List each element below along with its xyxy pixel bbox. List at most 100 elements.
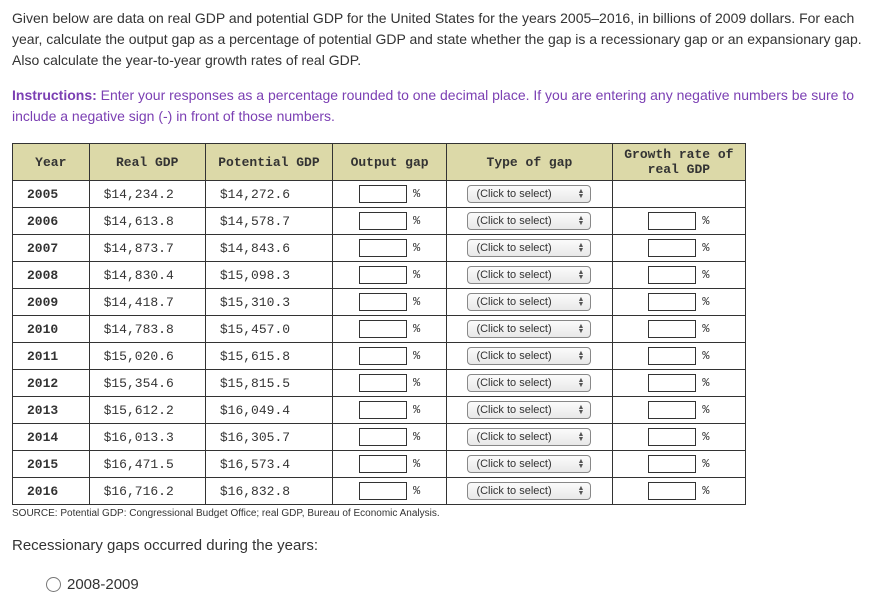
type-of-gap-select[interactable]: (Click to select)▲▼ xyxy=(467,185,591,203)
percent-label: % xyxy=(413,457,420,471)
type-of-gap-select[interactable]: (Click to select)▲▼ xyxy=(467,401,591,419)
cell-growth-rate: % xyxy=(612,424,745,451)
select-arrows-icon: ▲▼ xyxy=(578,324,585,334)
type-of-gap-select[interactable]: (Click to select)▲▼ xyxy=(467,212,591,230)
type-of-gap-select[interactable]: (Click to select) ▲▼ xyxy=(467,239,591,257)
output-gap-input[interactable] xyxy=(359,266,407,284)
cell-real-gdp: $16,471.5 xyxy=(89,451,205,478)
instructions-text: Enter your responses as a percentage rou… xyxy=(12,87,854,124)
table-row: 2014$16,013.3$16,305.7%(Click to select)… xyxy=(13,424,746,451)
cell-year: 2014 xyxy=(13,424,90,451)
select-placeholder: (Click to select) xyxy=(476,404,551,416)
cell-year: 2015 xyxy=(13,451,90,478)
cell-real-gdp: $14,783.8 xyxy=(89,316,205,343)
output-gap-input[interactable] xyxy=(359,239,407,257)
cell-output-gap: % xyxy=(333,316,447,343)
cell-growth-rate: % xyxy=(612,397,745,424)
cell-potential-gdp: $15,310.3 xyxy=(205,289,332,316)
percent-label: % xyxy=(702,268,709,282)
output-gap-input[interactable] xyxy=(359,482,407,500)
type-of-gap-select[interactable]: (Click to select)▲▼ xyxy=(467,266,591,284)
cell-output-gap: % xyxy=(333,289,447,316)
cell-type-of-gap: (Click to select)▲▼ xyxy=(447,343,613,370)
cell-growth-rate xyxy=(612,181,745,208)
growth-rate-input[interactable] xyxy=(648,374,696,392)
select-arrows-icon: ▲▼ xyxy=(578,297,585,307)
cell-real-gdp: $14,613.8 xyxy=(89,208,205,235)
percent-label: % xyxy=(702,376,709,390)
cell-type-of-gap: (Click to select)▲▼ xyxy=(447,208,613,235)
cell-type-of-gap: (Click to select) ▲▼ xyxy=(447,289,613,316)
cell-year: 2005 xyxy=(13,181,90,208)
percent-label: % xyxy=(702,457,709,471)
type-of-gap-select[interactable]: (Click to select)▲▼ xyxy=(467,347,591,365)
output-gap-input[interactable] xyxy=(359,293,407,311)
output-gap-input[interactable] xyxy=(359,212,407,230)
growth-rate-input[interactable] xyxy=(648,347,696,365)
growth-rate-input[interactable] xyxy=(648,212,696,230)
cell-output-gap: % xyxy=(333,370,447,397)
cell-year: 2007 xyxy=(13,235,90,262)
type-of-gap-select[interactable]: (Click to select)▲▼ xyxy=(467,320,591,338)
cell-real-gdp: $14,873.7 xyxy=(89,235,205,262)
type-of-gap-select[interactable]: (Click to select) ▲▼ xyxy=(467,293,591,311)
percent-label: % xyxy=(702,430,709,444)
output-gap-input[interactable] xyxy=(359,428,407,446)
cell-output-gap: % xyxy=(333,343,447,370)
cell-output-gap: % xyxy=(333,478,447,505)
type-of-gap-select[interactable]: (Click to select)▲▼ xyxy=(467,428,591,446)
cell-real-gdp: $14,418.7 xyxy=(89,289,205,316)
growth-rate-input[interactable] xyxy=(648,239,696,257)
growth-rate-input[interactable] xyxy=(648,482,696,500)
cell-type-of-gap: (Click to select)▲▼ xyxy=(447,316,613,343)
instructions-label: Instructions: xyxy=(12,87,97,103)
type-of-gap-select[interactable]: (Click to select)▲▼ xyxy=(467,482,591,500)
output-gap-input[interactable] xyxy=(359,320,407,338)
select-arrows-icon: ▲▼ xyxy=(578,378,585,388)
col-real-gdp: Real GDP xyxy=(89,144,205,181)
percent-label: % xyxy=(413,349,420,363)
output-gap-input[interactable] xyxy=(359,455,407,473)
output-gap-input[interactable] xyxy=(359,347,407,365)
cell-year: 2012 xyxy=(13,370,90,397)
percent-label: % xyxy=(702,484,709,498)
select-placeholder: (Click to select) xyxy=(476,242,551,254)
select-arrows-icon: ▲▼ xyxy=(578,351,585,361)
output-gap-input[interactable] xyxy=(359,401,407,419)
type-of-gap-select[interactable]: (Click to select) ▲▼ xyxy=(467,374,591,392)
cell-growth-rate: % xyxy=(612,235,745,262)
table-row: 2005$14,234.2$14,272.6%(Click to select)… xyxy=(13,181,746,208)
cell-type-of-gap: (Click to select)▲▼ xyxy=(447,478,613,505)
cell-real-gdp: $16,013.3 xyxy=(89,424,205,451)
cell-type-of-gap: (Click to select)▲▼ xyxy=(447,424,613,451)
cell-growth-rate: % xyxy=(612,208,745,235)
percent-label: % xyxy=(413,484,420,498)
select-placeholder: (Click to select) xyxy=(476,377,551,389)
growth-rate-input[interactable] xyxy=(648,320,696,338)
percent-label: % xyxy=(413,295,420,309)
table-row: 2015$16,471.5$16,573.4%(Click to select)… xyxy=(13,451,746,478)
cell-type-of-gap: (Click to select)▲▼ xyxy=(447,397,613,424)
col-output-gap: Output gap xyxy=(333,144,447,181)
cell-real-gdp: $15,612.2 xyxy=(89,397,205,424)
growth-rate-input[interactable] xyxy=(648,266,696,284)
select-placeholder: (Click to select) xyxy=(476,215,551,227)
output-gap-input[interactable] xyxy=(359,185,407,203)
cell-year: 2009 xyxy=(13,289,90,316)
cell-output-gap: % xyxy=(333,424,447,451)
output-gap-input[interactable] xyxy=(359,374,407,392)
type-of-gap-select[interactable]: (Click to select)▲▼ xyxy=(467,455,591,473)
cell-year: 2010 xyxy=(13,316,90,343)
growth-rate-input[interactable] xyxy=(648,293,696,311)
select-placeholder: (Click to select) xyxy=(476,188,551,200)
cell-potential-gdp: $16,832.8 xyxy=(205,478,332,505)
table-row: 2013$15,612.2$16,049.4%(Click to select)… xyxy=(13,397,746,424)
select-placeholder: (Click to select) xyxy=(476,485,551,497)
growth-rate-input[interactable] xyxy=(648,401,696,419)
select-arrows-icon: ▲▼ xyxy=(578,243,585,253)
percent-label: % xyxy=(702,241,709,255)
select-placeholder: (Click to select) xyxy=(476,296,551,308)
growth-rate-input[interactable] xyxy=(648,455,696,473)
cell-potential-gdp: $15,615.8 xyxy=(205,343,332,370)
growth-rate-input[interactable] xyxy=(648,428,696,446)
